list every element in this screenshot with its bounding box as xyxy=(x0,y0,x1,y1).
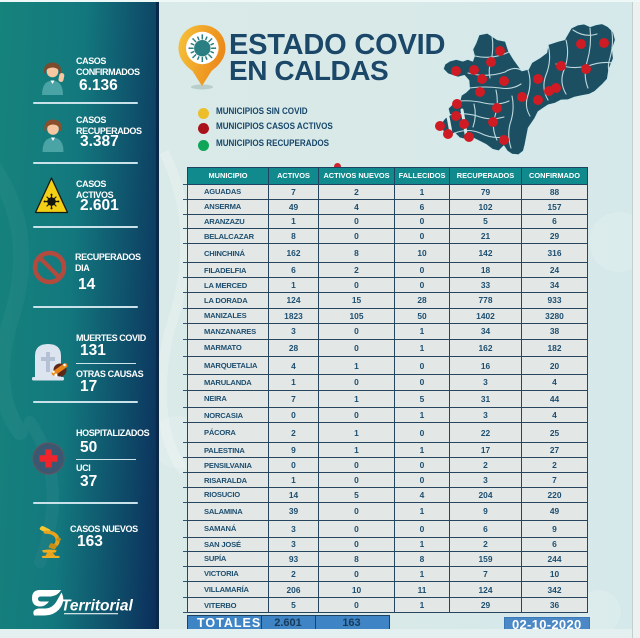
svg-text:Territorial: Territorial xyxy=(61,598,133,615)
